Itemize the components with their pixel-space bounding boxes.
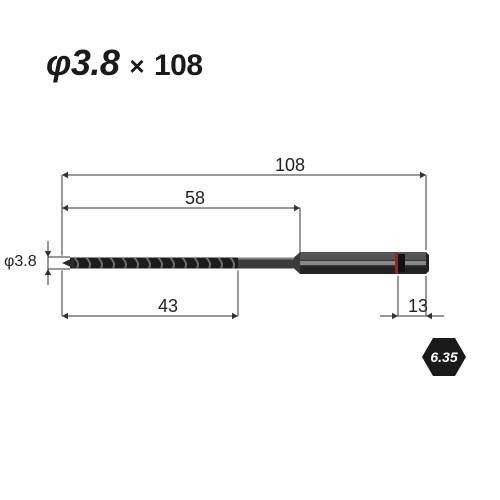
- dim-overall-length: 108: [275, 155, 305, 176]
- technical-drawing: [0, 0, 500, 500]
- hex-shank-size: 6.35: [422, 338, 466, 376]
- hex-shank-badge: 6.35: [422, 338, 466, 376]
- dim-flute-length: 43: [158, 296, 178, 317]
- dim-diameter: φ3.8: [4, 253, 37, 271]
- dim-flute-to-hex: 58: [185, 188, 205, 209]
- dim-hex-groove: 13: [408, 296, 428, 317]
